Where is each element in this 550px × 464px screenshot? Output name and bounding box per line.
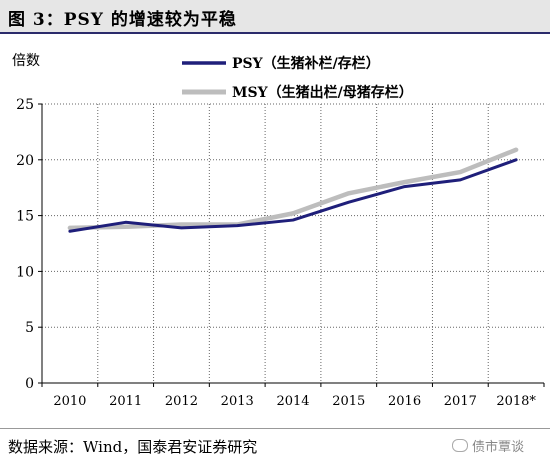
x-tick-label: 2018* bbox=[496, 394, 536, 409]
title-divider bbox=[0, 32, 550, 34]
y-tick-label: 0 bbox=[25, 376, 34, 392]
data-point-psy bbox=[125, 221, 127, 223]
title-bar: 图 3：PSY 的增速较为平稳 bbox=[0, 0, 550, 32]
x-tick-label: 2011 bbox=[109, 394, 142, 409]
x-tick-label: 2017 bbox=[444, 394, 477, 409]
data-point-psy bbox=[404, 186, 406, 188]
legend-label: PSY（生猪补栏/存栏） bbox=[232, 55, 380, 72]
data-point-msy bbox=[459, 171, 461, 173]
x-tick-label: 2016 bbox=[388, 394, 421, 409]
y-tick-label: 25 bbox=[16, 97, 34, 113]
x-tick-label: 2014 bbox=[276, 394, 309, 409]
data-point-psy bbox=[69, 230, 71, 232]
watermark: 债市覃谈 bbox=[452, 436, 524, 455]
wechat-icon bbox=[452, 439, 468, 452]
data-point-psy bbox=[292, 219, 294, 221]
x-tick-label: 2013 bbox=[221, 394, 254, 409]
watermark-text: 债市覃谈 bbox=[472, 440, 525, 455]
data-point-psy bbox=[348, 201, 350, 203]
source-divider bbox=[0, 428, 550, 429]
data-point-msy bbox=[180, 224, 182, 226]
x-tick-label: 2015 bbox=[332, 394, 365, 409]
data-point-msy bbox=[348, 192, 350, 194]
data-point-msy bbox=[515, 149, 517, 151]
legend-label: MSY（生猪出栏/母猪存栏） bbox=[232, 84, 413, 101]
x-tick-label: 2010 bbox=[53, 394, 86, 409]
data-point-msy bbox=[125, 226, 127, 228]
data-point-psy bbox=[515, 159, 517, 161]
data-point-psy bbox=[459, 179, 461, 181]
y-tick-label: 15 bbox=[16, 209, 34, 225]
data-point-psy bbox=[180, 227, 182, 229]
data-point-msy bbox=[404, 181, 406, 183]
y-tick-label: 10 bbox=[16, 264, 34, 280]
x-tick-label: 2012 bbox=[165, 394, 198, 409]
chart-title: 图 3：PSY 的增速较为平稳 bbox=[8, 10, 237, 30]
series-line-msy bbox=[67, 147, 519, 231]
source-note: 数据来源：Wind，国泰君安证券研究 bbox=[8, 438, 258, 456]
y-axis-label: 倍数 bbox=[12, 53, 40, 69]
line-chart: 倍数 0 5 10 15 20 25 2010 2011 2012 2013 2014 2015 2016… bbox=[12, 53, 545, 409]
data-point-msy bbox=[292, 212, 294, 214]
y-tick-label: 5 bbox=[25, 320, 34, 336]
y-tick-label: 20 bbox=[16, 153, 34, 169]
data-point-psy bbox=[236, 225, 238, 227]
data-point-msy bbox=[69, 227, 71, 229]
